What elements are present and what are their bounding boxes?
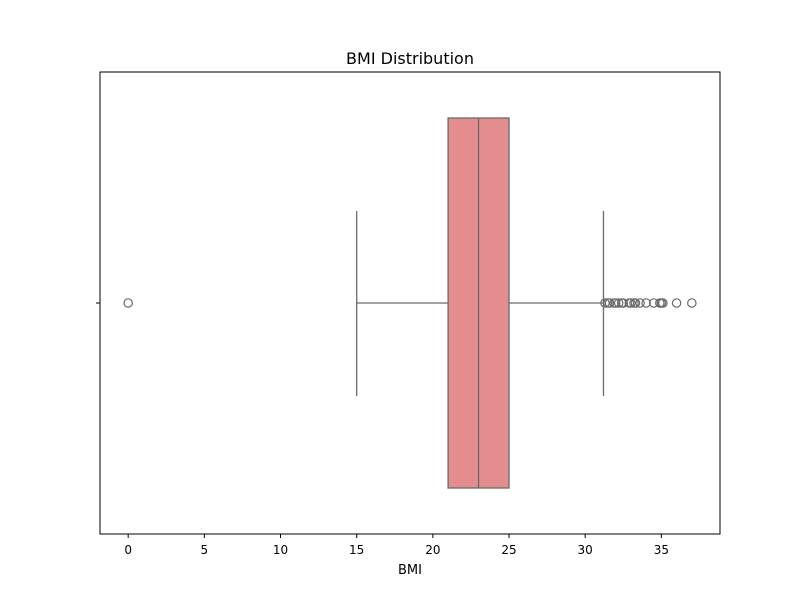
x-tick-label: 5 xyxy=(201,543,209,557)
x-tick-label: 35 xyxy=(654,543,669,557)
outlier-point xyxy=(618,298,629,308)
x-tick-label: 15 xyxy=(349,543,364,557)
outlier-point xyxy=(600,298,610,308)
outlier-point xyxy=(671,298,682,308)
outlier-point xyxy=(687,298,697,308)
outlier-point xyxy=(626,298,636,308)
x-tick-label: 25 xyxy=(501,543,516,557)
chart-title: BMI Distribution xyxy=(346,49,474,68)
outlier-point xyxy=(658,298,668,308)
x-tick-label: 20 xyxy=(425,543,440,557)
x-tick-label: 0 xyxy=(124,543,132,557)
outlier-point xyxy=(630,298,641,308)
x-axis-label: BMI xyxy=(398,563,422,578)
x-axis: 0 5 10 15 20 25 30 35 xyxy=(124,534,669,557)
outlier-point xyxy=(613,298,624,308)
outlier-point xyxy=(641,298,651,308)
plot-marks xyxy=(123,117,697,489)
outlier-point xyxy=(648,298,659,308)
outlier-point xyxy=(635,298,645,308)
x-tick-label: 10 xyxy=(273,543,288,557)
outlier-point xyxy=(610,298,621,308)
outlier-point xyxy=(123,298,133,308)
x-tick-label: 30 xyxy=(578,543,593,557)
outlier-point xyxy=(604,298,615,308)
